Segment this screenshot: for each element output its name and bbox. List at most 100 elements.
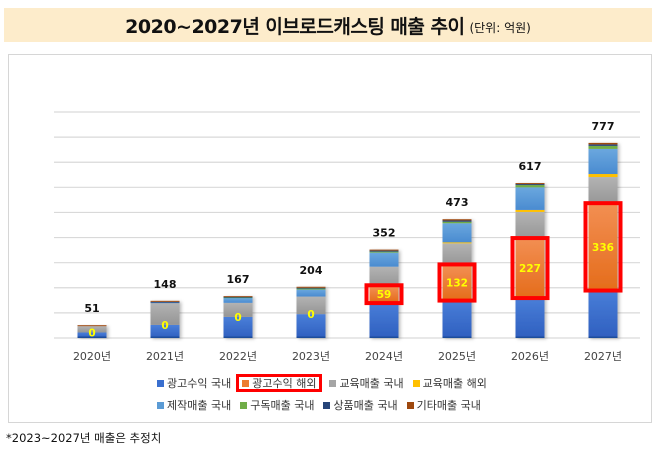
bar-segment [515, 296, 545, 338]
segment-label: 336 [592, 242, 614, 254]
bar-segment [223, 297, 253, 299]
x-tick-label: 2027년 [584, 350, 622, 363]
bar-segment [442, 221, 472, 224]
segment-label: 227 [519, 263, 541, 275]
bar-segment [442, 299, 472, 338]
bar-segment [369, 266, 399, 287]
total-label: 148 [154, 278, 177, 291]
bar-segment [369, 251, 399, 253]
bar-segment [442, 242, 472, 244]
bar-stack [588, 142, 618, 338]
bar-segment [150, 324, 180, 338]
bar-segment [77, 332, 107, 338]
bar-segment [77, 326, 107, 333]
bar-stack [77, 325, 107, 338]
x-tick-label: 2025년 [438, 350, 476, 363]
legend-label: 교육매출 해외 [422, 377, 487, 390]
bar-segment [515, 184, 545, 186]
bar-segment [588, 145, 618, 149]
legend-label: 광고수익 해외 [252, 377, 317, 390]
total-label: 51 [84, 302, 99, 315]
bar-base-edge [296, 336, 326, 338]
bar-segment [150, 300, 180, 302]
legend-label: 제작매출 국내 [167, 399, 232, 412]
legend-swatch [242, 379, 250, 387]
x-tick-label: 2026년 [511, 350, 549, 363]
bar-segment [588, 177, 618, 205]
bar-segment [369, 252, 399, 267]
bar-segment [442, 243, 472, 266]
total-label: 617 [519, 160, 542, 173]
bar-stack [515, 183, 545, 338]
segment-label: 132 [446, 278, 468, 290]
highlight-box [437, 262, 477, 303]
data-labels: 0 51 2020년 0 148 2021년 0 167 2022년 0 204 2023년 59 352… [73, 120, 623, 363]
bar-segment [150, 301, 180, 303]
segment-label: 0 [234, 312, 241, 324]
bar-segment [515, 239, 545, 297]
legend-item: 구독매출 국내 [238, 396, 316, 414]
bar-segment [296, 289, 326, 297]
legend-row-1: 광고수익 국내 광고수익 해외 교육매출 국내 교육매출 해외 [155, 374, 494, 392]
legend-swatch [329, 379, 337, 387]
legend-swatch [406, 401, 414, 409]
bar-stack [296, 286, 326, 338]
highlight-box [510, 236, 550, 301]
total-label: 167 [227, 273, 250, 286]
total-label: 473 [446, 196, 469, 209]
highlight-box [583, 201, 623, 293]
x-tick-label: 2021년 [146, 350, 184, 363]
total-label: 777 [592, 120, 615, 133]
x-tick-label: 2023년 [292, 350, 330, 363]
legend-label: 광고수익 국내 [167, 377, 232, 390]
bar-segment [515, 183, 545, 185]
footnote: *2023~2027년 매출은 추정치 [6, 431, 162, 445]
bar-segment [223, 297, 253, 303]
legend-item: 교육매출 국내 [327, 374, 405, 392]
bar-base-edge [442, 336, 472, 338]
legend-label: 구독매출 국내 [250, 399, 315, 412]
legend-item: 기타매출 국내 [405, 396, 483, 414]
bars [77, 142, 618, 338]
bar-segment [223, 302, 253, 317]
legend-item: 광고수익 해외 [236, 374, 323, 392]
bar-segment [223, 296, 253, 298]
legend-label: 상품매출 국내 [333, 399, 398, 412]
legend-item: 광고수익 국내 [155, 374, 233, 392]
bar-base-edge [369, 336, 399, 338]
bar-segment [223, 296, 253, 297]
total-label: 204 [300, 264, 323, 277]
segment-label: 0 [161, 320, 168, 332]
bar-segment [515, 209, 545, 212]
bar-segment [77, 325, 107, 327]
bar-segment [588, 289, 618, 338]
bar-segment [296, 288, 326, 290]
bar-segment [515, 185, 545, 188]
legend-label: 교육매출 국내 [339, 377, 404, 390]
segment-label: 0 [307, 309, 314, 321]
bar-segment [296, 296, 326, 315]
legend-item: 제작매출 국내 [155, 396, 233, 414]
bar-stack [442, 219, 472, 338]
bar-segment [223, 316, 253, 338]
bar-stack [223, 296, 253, 338]
x-tick-label: 2022년 [219, 350, 257, 363]
bar-base-edge [223, 336, 253, 338]
legend-row-2: 제작매출 국내 구독매출 국내 상품매출 국내 기타매출 국내 [155, 396, 488, 414]
bar-segment [442, 265, 472, 300]
x-tick-label: 2024년 [365, 350, 403, 363]
bar-segment [369, 249, 399, 251]
legend-item: 교육매출 해외 [411, 374, 489, 392]
bar-segment [150, 302, 180, 325]
bar-base-edge [588, 336, 618, 338]
bar-segment [442, 223, 472, 243]
bar-segment [150, 302, 180, 304]
bar-base-edge [77, 336, 107, 338]
bar-stack [150, 300, 180, 338]
legend-label: 기타매출 국내 [416, 399, 481, 412]
bar-stack [369, 249, 399, 338]
bar-segment [369, 301, 399, 338]
segment-label: 59 [377, 289, 392, 301]
legend-swatch [323, 401, 331, 409]
legend-swatch [157, 401, 164, 409]
